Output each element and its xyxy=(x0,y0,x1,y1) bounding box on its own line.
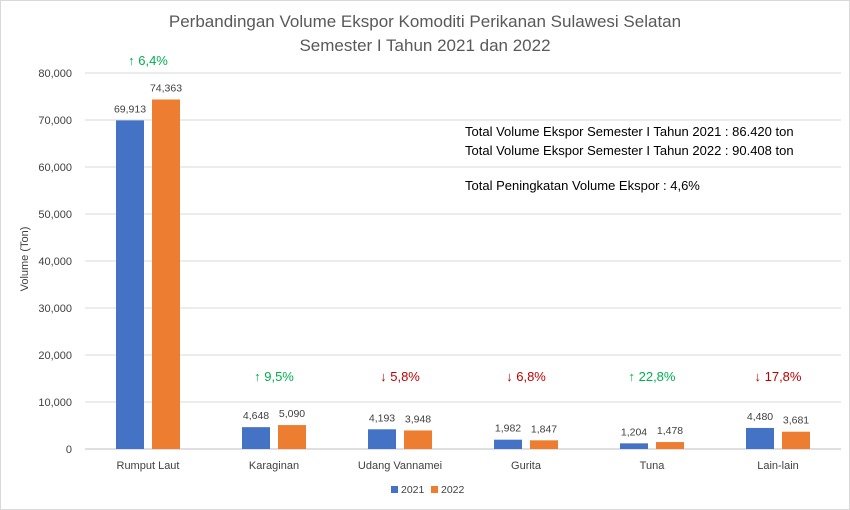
y-tick-label: 40,000 xyxy=(38,256,72,268)
data-label: 4,648 xyxy=(243,410,269,422)
data-label: 74,363 xyxy=(150,82,182,94)
category-label: Lain-lain xyxy=(757,460,799,472)
annotation-total-2021: Total Volume Ekspor Semester I Tahun 202… xyxy=(465,124,794,139)
bar-2021 xyxy=(242,427,270,449)
change-label: ↑ 9,5% xyxy=(254,369,294,384)
bar-2021 xyxy=(116,120,144,449)
y-tick-label: 50,000 xyxy=(38,209,72,221)
chart-title-line-2: Semester I Tahun 2021 dan 2022 xyxy=(299,36,550,55)
annotation-total-2022: Total Volume Ekspor Semester I Tahun 202… xyxy=(465,143,794,158)
category-label: Gurita xyxy=(511,460,542,472)
bars xyxy=(116,99,810,449)
bar-2021 xyxy=(368,429,396,449)
category-label: Tuna xyxy=(640,460,666,472)
y-tick-label: 80,000 xyxy=(38,68,72,80)
data-label: 1,982 xyxy=(495,423,521,435)
legend: 2021 2022 xyxy=(391,484,465,496)
category-label: Karaginan xyxy=(249,460,299,472)
legend-swatch-2022 xyxy=(431,486,438,493)
chart-title-line-1: Perbandingan Volume Ekspor Komoditi Peri… xyxy=(169,12,681,31)
legend-label: 2021 xyxy=(401,484,425,496)
data-label: 3,681 xyxy=(783,415,809,427)
change-labels: ↑ 6,4% ↑ 9,5% ↓ 5,8% ↓ 6,8% ↑ 22,8% ↓ 17,8% xyxy=(128,53,802,384)
y-tick-label: 20,000 xyxy=(38,350,72,362)
bar-2022 xyxy=(530,440,558,449)
bar-2021 xyxy=(746,427,774,449)
category-label: Udang Vannamei xyxy=(358,460,442,472)
legend-label: 2022 xyxy=(441,484,465,496)
data-labels: 69,913 74,363 4,648 5,090 4,193 3,948 1,982 1,8… xyxy=(114,82,809,438)
y-axis-label: Volume (Ton) xyxy=(19,227,31,292)
y-tick-label: 30,000 xyxy=(38,303,72,315)
y-tick-label: 60,000 xyxy=(38,162,72,174)
bar-2022 xyxy=(278,425,306,449)
bar-2022 xyxy=(656,442,684,449)
bar-2022 xyxy=(152,99,180,449)
annotation-total-increase: Total Peningkatan Volume Ekspor : 4,6% xyxy=(465,178,700,193)
bar-2022 xyxy=(782,431,810,449)
change-label: ↑ 6,4% xyxy=(128,53,168,68)
bar-2021 xyxy=(620,443,648,449)
data-label: 4,480 xyxy=(747,411,773,423)
gridlines xyxy=(85,72,841,450)
data-label: 5,090 xyxy=(279,408,305,420)
data-label: 1,478 xyxy=(657,425,683,437)
category-label: Rumput Laut xyxy=(117,460,180,472)
change-label: ↓ 17,8% xyxy=(755,369,802,384)
data-label: 3,948 xyxy=(405,413,431,425)
y-tick-label: 10,000 xyxy=(38,397,72,409)
data-label: 69,913 xyxy=(114,103,146,115)
y-axis-ticks: 0 10,000 20,000 30,000 40,000 50,000 60,000 70,… xyxy=(38,68,72,456)
change-label: ↓ 5,8% xyxy=(380,369,420,384)
bar-2022 xyxy=(404,430,432,449)
y-tick-label: 0 xyxy=(66,444,72,456)
data-label: 1,847 xyxy=(531,423,557,435)
change-label: ↑ 22,8% xyxy=(629,369,676,384)
data-label: 1,204 xyxy=(621,426,647,438)
legend-swatch-2021 xyxy=(391,486,398,493)
change-label: ↓ 6,8% xyxy=(506,369,546,384)
annotation-box: Total Volume Ekspor Semester I Tahun 202… xyxy=(465,124,794,193)
bar-2021 xyxy=(494,439,522,449)
y-tick-label: 70,000 xyxy=(38,115,72,127)
data-label: 4,193 xyxy=(369,412,395,424)
category-labels: Rumput Laut Karaginan Udang Vannamei Gurita… xyxy=(117,460,799,472)
